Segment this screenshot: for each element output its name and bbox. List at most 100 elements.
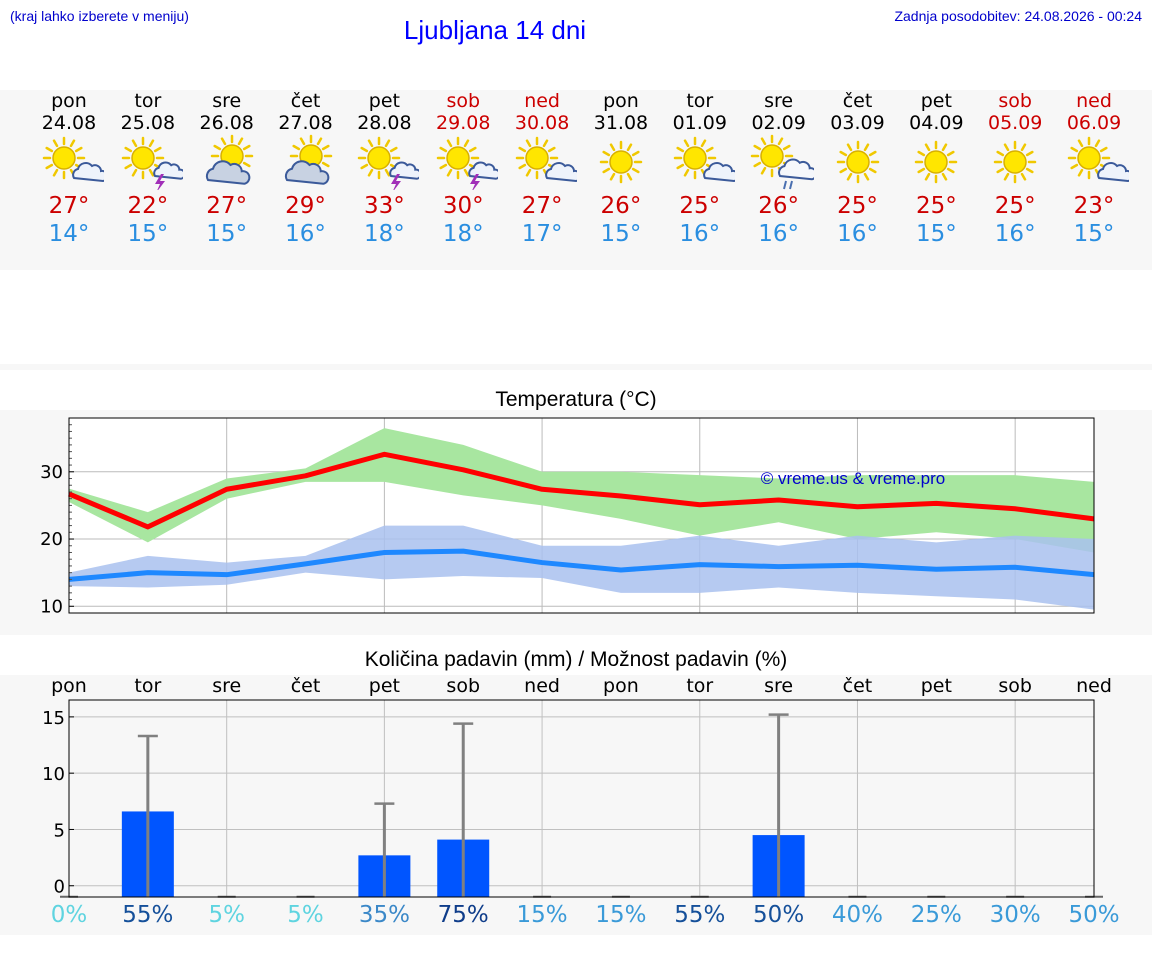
max-temperature: 29° <box>285 193 326 219</box>
day-date: 27.08 <box>278 112 333 134</box>
precip-day-label: sre <box>764 675 794 697</box>
precip-day-row: pon tor sre čet pet sob ned pon tor sre čet pet sob n… <box>0 675 1152 699</box>
temperature-chart-title: Temperatura (°C) <box>495 388 657 411</box>
precip-probability: 55% <box>122 902 174 928</box>
day-date: 30.08 <box>514 112 570 134</box>
precip-day-label: ned <box>1076 675 1112 697</box>
sun-icon <box>599 140 643 184</box>
sun-icon <box>836 140 879 184</box>
temperature-y-ticks: 10 20 30 <box>40 424 74 617</box>
separator-band <box>0 364 1152 370</box>
day-name: pon <box>603 90 639 112</box>
max-temperature: 25° <box>837 193 878 219</box>
day-name: sre <box>212 90 242 112</box>
min-temperature: 16° <box>679 221 721 247</box>
watermark: © vreme.us & vreme.pro <box>761 469 945 488</box>
day-column: sob 05.09 25° 16° <box>975 90 1055 248</box>
precip-day-label: pon <box>603 675 639 697</box>
min-temperature: 15° <box>600 221 642 247</box>
day-name: tor <box>134 90 162 112</box>
min-temperature: 18° <box>364 221 405 247</box>
precip-probability: 75% <box>437 902 489 928</box>
day-column: pet 28.08 33° 18° <box>344 90 424 248</box>
sun-rain-icon <box>750 134 814 190</box>
min-temperature: 16° <box>837 221 878 247</box>
precip-probability: 15% <box>595 902 647 928</box>
sun-thunder-icon <box>358 136 420 190</box>
precip-probability: 5% <box>287 902 324 928</box>
precip-probability: 50% <box>1068 902 1120 928</box>
day-date: 06.09 <box>1066 112 1122 134</box>
forecast-row: pon 24.08 27° 14° tor 25.08 22° 15° sre 26.08 27° 1… <box>0 90 1152 270</box>
precip-day-label: tor <box>134 675 162 697</box>
max-temperature: 25° <box>994 193 1036 219</box>
page-title: Ljubljana 14 dni <box>403 15 587 45</box>
day-column: ned 06.09 23° 15° <box>1054 90 1134 248</box>
precip-y-tick-label: 0 <box>54 877 65 898</box>
day-date: 01.09 <box>672 112 727 134</box>
day-column: pon 24.08 27° 14° <box>29 90 109 248</box>
day-name: čet <box>842 90 873 112</box>
max-temperature: 33° <box>364 193 405 219</box>
day-name: tor <box>686 90 714 112</box>
max-temperature: 25° <box>679 193 721 219</box>
temperature-grid <box>69 418 1094 613</box>
precip-chart-title: Količina padavin (mm) / Možnost padavin … <box>364 648 788 671</box>
day-name: ned <box>524 90 560 112</box>
sun-icon <box>993 140 1037 184</box>
day-date: 02.09 <box>751 112 806 134</box>
max-temperature: 22° <box>127 193 169 219</box>
precip-grid <box>69 700 1094 897</box>
temperature-chart: 10 20 30 © vreme.us & vreme.pro <box>40 417 1095 617</box>
day-date: 24.08 <box>41 112 97 134</box>
min-temperature: 16° <box>285 221 326 247</box>
max-temperature: 30° <box>442 193 484 219</box>
min-temperature: 18° <box>442 221 484 247</box>
temperature-series-line <box>68 548 1095 582</box>
precip-chart: 0 5 10 15 <box>42 699 1103 898</box>
precip-day-label: sre <box>212 675 242 697</box>
day-name: sre <box>764 90 794 112</box>
max-temperature: 23° <box>1073 193 1115 219</box>
temperature-y-tick-label: 20 <box>40 529 63 550</box>
precip-probability: 55% <box>674 902 726 928</box>
precip-day-label: pon <box>51 675 87 697</box>
temperature-y-tick-label: 10 <box>40 596 63 617</box>
sun-cloud-icon <box>1067 136 1130 183</box>
precip-probability: 40% <box>831 902 884 928</box>
precip-probability: 0% <box>50 902 88 928</box>
precip-y-tick-label: 5 <box>54 820 65 841</box>
min-temperature: 15° <box>127 221 169 247</box>
day-date: 05.09 <box>987 112 1043 134</box>
precip-probability: 15% <box>516 902 568 928</box>
day-column: sob 29.08 30° 18° <box>423 90 503 248</box>
precip-probability: 50% <box>753 902 805 928</box>
day-column: pet 04.09 25° 15° <box>896 90 976 248</box>
precip-probability-row: 0% 55% 5% 5% 35% 75% 15% 15% 55% 50% 40% 25% 30% 50% <box>0 902 1152 934</box>
day-name: sob <box>998 90 1032 112</box>
precip-bars <box>60 713 1103 898</box>
precip-probability: 35% <box>358 902 410 928</box>
precip-day-label: sob <box>998 675 1032 697</box>
day-name: pet <box>920 90 952 112</box>
max-temperature: 26° <box>758 193 800 219</box>
cloud-sun-icon <box>205 134 253 185</box>
precip-day-label: ned <box>524 675 560 697</box>
precip-day-label: čet <box>290 675 321 697</box>
temperature-y-tick-label: 30 <box>40 462 63 483</box>
precip-y-tick-label: 15 <box>42 708 65 729</box>
day-name: sob <box>446 90 481 112</box>
day-column: ned 30.08 27° 17° <box>502 90 582 248</box>
day-date: 04.09 <box>909 112 964 134</box>
location-hint: (kraj lahko izberete v meniju) <box>10 8 189 24</box>
precip-day-label: sob <box>446 675 481 697</box>
temperature-series-line <box>68 451 1095 530</box>
day-column: tor 25.08 22° 15° <box>108 90 188 248</box>
precip-day-label: pet <box>368 675 400 697</box>
last-updated: Zadnja posodobitev: 24.08.2026 - 00:24 <box>894 8 1142 24</box>
precip-y-ticks: 0 5 10 15 <box>42 708 74 898</box>
day-column: pon 31.08 26° 15° <box>581 90 661 248</box>
day-column: čet 03.09 25° 16° <box>818 90 898 248</box>
day-date: 28.08 <box>357 112 412 134</box>
day-date: 31.08 <box>593 112 649 134</box>
